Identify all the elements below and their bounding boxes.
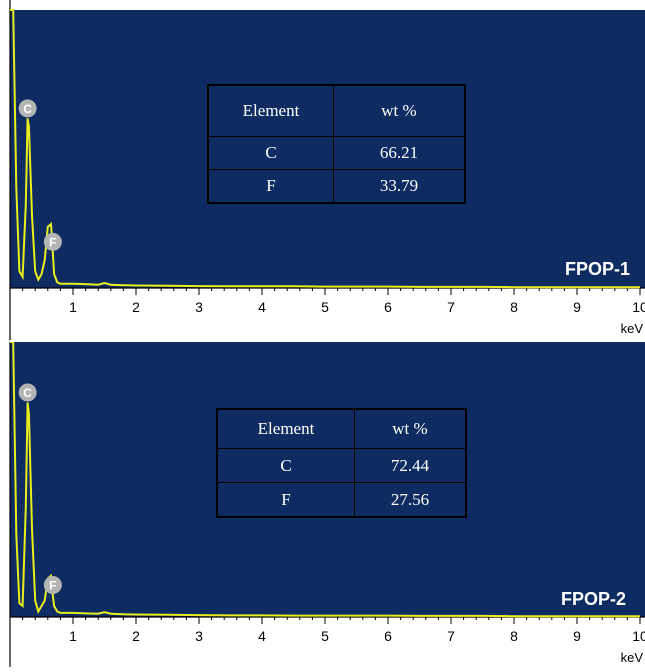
composition-table: Element wt % C 66.21 F 33.79 [207, 84, 466, 204]
x-tick-label: 9 [573, 299, 581, 315]
axis-area [10, 617, 645, 667]
table-header-row: Element wt % [207, 84, 466, 137]
table-row: F 33.79 [207, 169, 466, 204]
x-axis-unit-label: keV [621, 650, 644, 665]
axis-area [10, 288, 645, 340]
table-cell-wt: 66.21 [333, 136, 466, 170]
table-row: F 27.56 [216, 482, 467, 518]
x-tick-label: 5 [321, 628, 329, 644]
element-marker-c: C [18, 99, 37, 118]
x-tick-label: 2 [132, 299, 140, 315]
x-tick-label: 6 [384, 299, 392, 315]
x-tick-label: 10 [632, 628, 645, 644]
x-tick-label: 2 [132, 628, 140, 644]
marker-label: C [23, 102, 32, 116]
x-axis-ticks [9, 288, 641, 295]
element-marker-c: C [18, 383, 37, 402]
table-cell-element: F [207, 169, 334, 204]
x-axis-ticks [9, 617, 641, 624]
x-tick-label: 6 [384, 628, 392, 644]
element-marker-f: F [43, 576, 62, 594]
table-header-element: Element [216, 408, 355, 449]
table-row: C 66.21 [207, 136, 466, 170]
x-axis-unit-label: keV [621, 321, 644, 336]
table-cell-element: F [216, 482, 355, 518]
x-tick-label: 10 [632, 299, 645, 315]
x-tick-label: 1 [69, 628, 77, 644]
spectrum-line [10, 9, 640, 289]
table-cell-wt: 72.44 [354, 448, 467, 483]
spectrum-line [10, 341, 640, 618]
table-header-element: Element [207, 84, 334, 137]
element-markers: CF [18, 383, 62, 594]
x-tick-label: 8 [510, 628, 518, 644]
element-markers: CF [18, 99, 62, 251]
marker-circle [43, 576, 62, 594]
element-marker-f: F [43, 232, 62, 251]
marker-circle [18, 383, 37, 402]
x-axis-tick-labels: 1 2 3 4 5 6 7 8 9 10 [69, 628, 645, 644]
x-tick-label: 1 [69, 299, 77, 315]
sample-label: FPOP-1 [565, 259, 630, 279]
marker-circle [43, 232, 62, 251]
composition-table: Element wt % C 72.44 F 27.56 [216, 408, 467, 518]
x-tick-label: 8 [510, 299, 518, 315]
marker-label: F [49, 235, 56, 249]
table-cell-wt: 27.56 [354, 482, 467, 518]
table-row: C 72.44 [216, 448, 467, 483]
eds-spectrum-chart: 1 2 3 4 5 6 7 8 9 10 keV CF FPOP-2 [9, 341, 645, 667]
x-tick-label: 4 [258, 628, 266, 644]
x-tick-label: 7 [447, 299, 455, 315]
x-tick-label: 3 [195, 299, 203, 315]
table-cell-wt: 33.79 [333, 169, 466, 204]
table-cell-element: C [207, 136, 334, 170]
table-cell-element: C [216, 448, 355, 483]
x-tick-label: 7 [447, 628, 455, 644]
marker-circle [18, 99, 37, 118]
x-axis-tick-labels: 1 2 3 4 5 6 7 8 9 10 [69, 299, 645, 315]
x-tick-label: 9 [573, 628, 581, 644]
marker-label: F [49, 579, 56, 593]
table-header-row: Element wt % [216, 408, 467, 449]
sample-label: FPOP-2 [561, 589, 626, 609]
x-tick-label: 3 [195, 628, 203, 644]
eds-spectrum-chart: 1 2 3 4 5 6 7 8 9 10 keV CF FPOP-1 [9, 0, 645, 340]
table-header-wt: wt % [333, 84, 466, 137]
x-tick-label: 4 [258, 299, 266, 315]
table-header-wt: wt % [354, 408, 467, 449]
x-tick-label: 5 [321, 299, 329, 315]
marker-label: C [23, 386, 32, 400]
